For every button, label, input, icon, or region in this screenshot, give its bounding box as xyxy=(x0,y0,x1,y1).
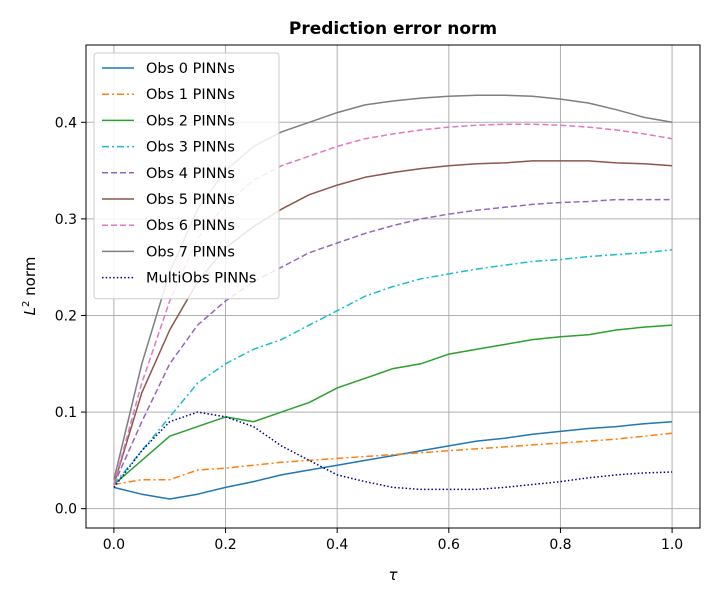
chart-title: Prediction error norm xyxy=(289,19,497,39)
axis-ticks: 0.0 0.2 0.4 0.6 0.8 1.0 0.0 0.1 0.2 0.3 0.4 xyxy=(55,115,683,553)
legend-label: Obs 6 PINNs xyxy=(146,218,235,234)
series-line xyxy=(113,420,673,500)
legend-label: Obs 5 PINNs xyxy=(146,192,235,208)
y-tick-label: 0.1 xyxy=(55,405,77,421)
x-tick-label: 0.2 xyxy=(214,537,236,553)
plot-frame xyxy=(85,44,701,529)
legend-label: Obs 3 PINNs xyxy=(146,140,235,156)
y-axis-label-main: L xyxy=(21,307,39,315)
x-tick-label: 0.0 xyxy=(103,537,125,553)
x-tick-label: 1.0 xyxy=(661,537,683,553)
y-tick-label: 0.2 xyxy=(55,308,77,324)
y-tick-label: 0.4 xyxy=(55,115,77,131)
y-tick-label: 0.3 xyxy=(55,212,77,228)
legend-label: MultiObs PINNs xyxy=(146,271,257,287)
legend-label: Obs 2 PINNs xyxy=(146,113,235,129)
legend-label: Obs 7 PINNs xyxy=(146,244,235,260)
x-axis-label: τ xyxy=(388,566,398,584)
legend-label: Obs 0 PINNs xyxy=(146,61,235,77)
series-line xyxy=(113,324,673,486)
y-axis-label-rest: norm xyxy=(21,257,39,301)
x-tick-label: 0.8 xyxy=(549,537,571,553)
y-axis-label-sup: 2 xyxy=(21,301,32,307)
series-line xyxy=(113,432,673,486)
series-line xyxy=(113,249,673,485)
legend-label: Obs 1 PINNs xyxy=(146,87,235,103)
series-line xyxy=(113,411,673,491)
legend-box xyxy=(93,52,280,300)
x-tick-label: 0.4 xyxy=(326,537,348,553)
series-line xyxy=(113,198,673,485)
y-tick-label: 0.0 xyxy=(55,502,77,518)
y-axis-label: L2 norm xyxy=(21,257,39,316)
legend: Obs 0 PINNs Obs 1 PINNs Obs 2 PINNs Obs 3 P… xyxy=(93,52,280,300)
x-tick-label: 0.6 xyxy=(438,537,460,553)
legend-label: Obs 4 PINNs xyxy=(146,166,235,182)
